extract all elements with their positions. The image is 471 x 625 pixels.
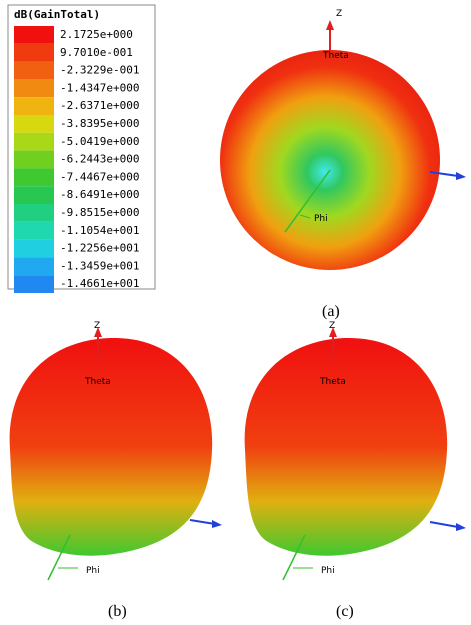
- theta-label: Theta: [322, 51, 349, 61]
- x-axis: [429, 171, 459, 177]
- arrow: [329, 327, 337, 337]
- legend-label: -7.4467e+000: [60, 170, 139, 183]
- z-label: Z: [329, 321, 335, 331]
- phi-axis: [284, 169, 331, 233]
- legend-label: -3.8395e+000: [60, 117, 139, 130]
- legend-swatch: [14, 97, 54, 115]
- panel-c: Z Theta Phi (c): [244, 321, 466, 620]
- arrow: [456, 172, 466, 180]
- pattern: [9, 337, 213, 556]
- legend-swatch: [14, 257, 54, 276]
- legend-swatch: [14, 204, 54, 222]
- legend-title: dB(GainTotal): [14, 8, 100, 21]
- pattern: [244, 337, 448, 556]
- legend-swatch: [14, 61, 54, 80]
- arrow: [326, 20, 334, 30]
- caption: (a): [322, 303, 340, 320]
- legend-swatch: [14, 43, 54, 62]
- pattern: [220, 50, 440, 270]
- legend-label: -1.3459e+001: [60, 259, 139, 272]
- legend-swatch: [14, 186, 54, 204]
- legend-swatch: [14, 221, 54, 240]
- legend-label: -5.0419e+000: [60, 135, 139, 148]
- legend-label: -1.1054e+001: [60, 224, 139, 237]
- arrow: [94, 327, 102, 337]
- arrow: [212, 520, 222, 528]
- phi-label: Phi: [321, 566, 335, 576]
- legend-label: -2.6371e+000: [60, 99, 139, 112]
- phi-label: Phi: [86, 566, 100, 576]
- legend-swatch: [14, 150, 54, 169]
- z-label: Z: [94, 321, 100, 331]
- axis-tick: [299, 214, 311, 219]
- legend-swatch: [14, 168, 54, 187]
- legend-label: 2.1725e+000: [60, 28, 133, 41]
- z-label: Z: [336, 9, 342, 19]
- legend-swatch: [14, 132, 54, 151]
- legend: dB(GainTotal) 2.1725e+000 9.7010e-001 -2.3…: [7, 4, 156, 293]
- theta-label: Theta: [84, 377, 111, 387]
- phi-axis: [282, 534, 306, 581]
- legend-label: -2.3229e-001: [60, 64, 139, 77]
- legend-label: -9.8515e+000: [60, 206, 139, 219]
- legend-swatch: [14, 26, 54, 44]
- legend-label: -6.2443e+000: [60, 153, 139, 166]
- caption: (b): [108, 603, 127, 620]
- phi-axis: [47, 534, 71, 581]
- legend-label: -1.4347e+000: [60, 81, 139, 94]
- legend-swatch: [14, 239, 54, 258]
- legend-swatch: [14, 115, 54, 133]
- panel-a: Z Theta Phi (a): [220, 9, 466, 320]
- legend-label: 9.7010e-001: [60, 46, 133, 59]
- legend-label: -8.6491e+000: [60, 188, 139, 201]
- arrow: [456, 523, 466, 531]
- legend-label: -1.4661e+001: [60, 277, 139, 290]
- panel-b: Z Theta Phi (b): [9, 321, 222, 620]
- x-axis: [189, 519, 216, 525]
- legend-swatch: [14, 275, 54, 293]
- phi-label: Phi: [314, 214, 328, 224]
- legend-swatch: [14, 79, 54, 98]
- x-axis: [429, 521, 459, 528]
- caption: (c): [336, 603, 354, 620]
- theta-label: Theta: [319, 377, 346, 387]
- legend-label: -1.2256e+001: [60, 242, 139, 255]
